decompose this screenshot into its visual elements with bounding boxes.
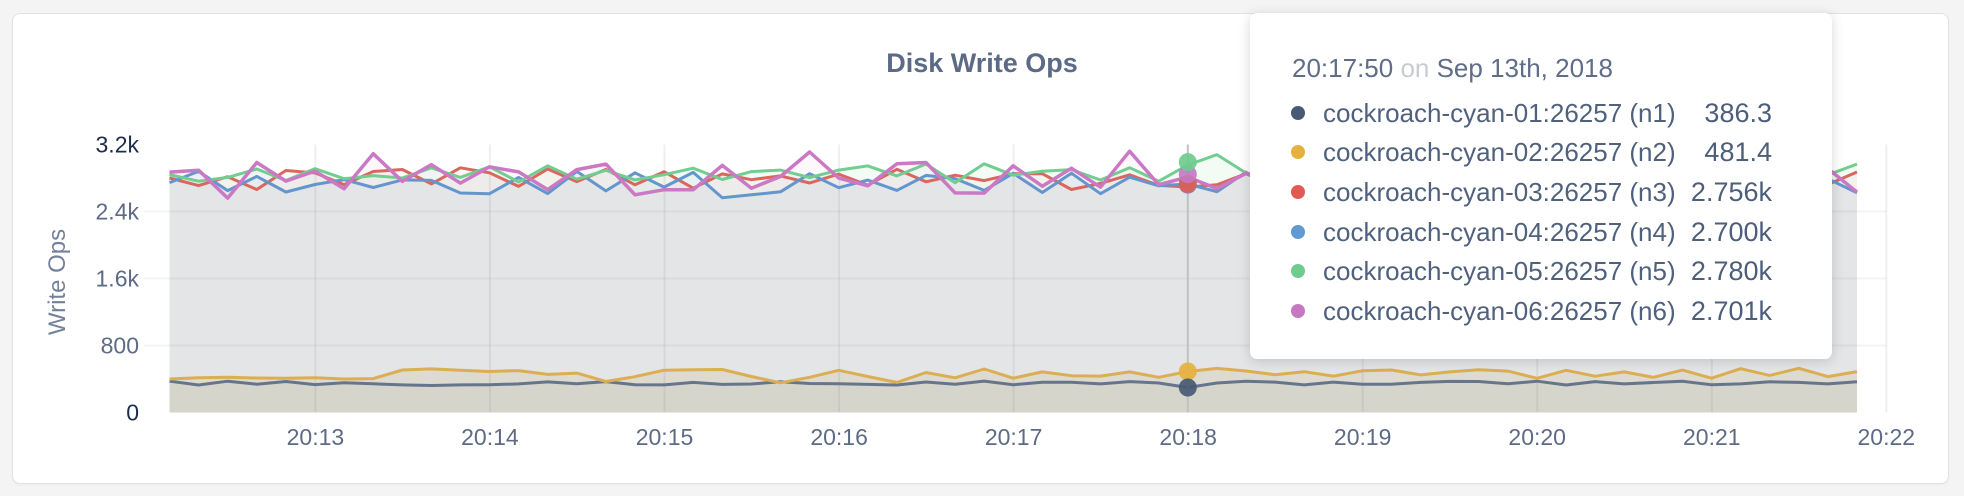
- svg-text:20:13: 20:13: [287, 424, 345, 450]
- svg-text:20:22: 20:22: [1858, 424, 1916, 450]
- svg-text:2.4k: 2.4k: [96, 199, 140, 225]
- svg-text:800: 800: [101, 333, 139, 359]
- svg-text:0: 0: [126, 400, 139, 426]
- svg-text:20:14: 20:14: [461, 424, 519, 450]
- svg-text:20:19: 20:19: [1334, 424, 1392, 450]
- svg-text:20:15: 20:15: [636, 424, 694, 450]
- svg-text:20:18: 20:18: [1159, 424, 1217, 450]
- svg-text:20:20: 20:20: [1508, 424, 1566, 450]
- svg-text:1.6k: 1.6k: [96, 266, 140, 292]
- svg-text:20:21: 20:21: [1683, 424, 1741, 450]
- svg-text:3.2k: 3.2k: [96, 132, 140, 158]
- svg-text:20:16: 20:16: [810, 424, 868, 450]
- svg-text:20:17: 20:17: [985, 424, 1043, 450]
- svg-text:Write Ops: Write Ops: [44, 229, 71, 335]
